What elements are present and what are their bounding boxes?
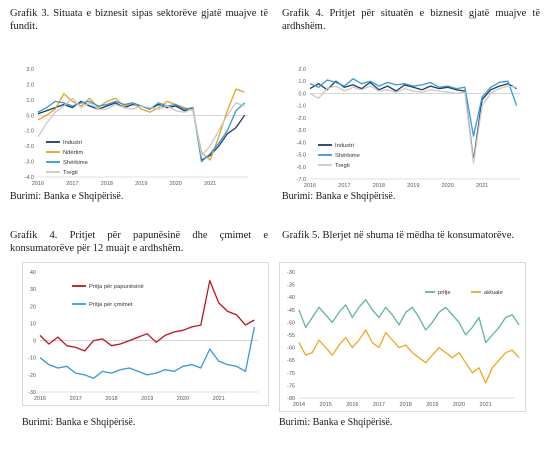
y-tick-label: -7.0 <box>297 177 306 183</box>
x-tick-label: 2016 <box>34 396 46 402</box>
x-tick-label: 2021 <box>213 396 225 402</box>
legend-label: Shërbime <box>335 153 360 159</box>
y-tick-label: -5.0 <box>297 153 306 159</box>
x-tick-label: 2016 <box>346 402 358 408</box>
x-tick-label: 2017 <box>373 402 385 408</box>
x-tick-label: 2021 <box>476 183 488 189</box>
x-tick-label: 2019 <box>135 181 147 187</box>
chart-caption-g4a: Grafik 4. Pritjet për situatën e biznesi… <box>282 8 540 32</box>
source-note-g3: Burimi: Banka e Shqipërisë. <box>10 191 124 202</box>
y-tick-label: -65 <box>287 358 295 364</box>
y-tick-label: 10 <box>30 321 36 327</box>
x-tick-label: 2018 <box>101 181 113 187</box>
x-tick-label: 2018 <box>105 396 117 402</box>
source-note-g5: Burimi: Banka e Shqipërisë. <box>279 417 393 428</box>
y-tick-label: -20 <box>28 373 36 379</box>
y-tick-label: -80 <box>287 396 295 402</box>
series-line-3 <box>309 85 517 164</box>
x-tick-label: 2016 <box>32 181 44 187</box>
x-tick-label: 2017 <box>66 181 78 187</box>
x-tick-label: 2020 <box>177 396 189 402</box>
x-tick-label: 2014 <box>293 402 305 408</box>
x-tick-label: 2020 <box>442 183 454 189</box>
x-tick-label: 2015 <box>320 402 332 408</box>
y-tick-label: 2.0 <box>298 67 306 73</box>
legend-label: Shërbime <box>63 160 88 166</box>
y-tick-label: 2.0 <box>26 82 34 88</box>
y-tick-label: 40 <box>30 270 36 276</box>
legend-label: Tregti <box>63 170 78 176</box>
x-tick-label: 2018 <box>373 183 385 189</box>
y-tick-label: -60 <box>287 346 295 352</box>
x-tick-label: 2016 <box>304 183 316 189</box>
legend-label: Pritja për çmimet <box>89 302 133 308</box>
y-tick-label: 0.0 <box>26 113 34 119</box>
legend-label: Ndërtim <box>63 150 83 156</box>
y-tick-label: -45 <box>287 308 295 314</box>
y-tick-label: -2.0 <box>297 116 306 122</box>
x-tick-label: 2018 <box>400 402 412 408</box>
y-tick-label: -30 <box>287 270 295 276</box>
y-tick-label: -10 <box>28 356 36 362</box>
series-line-1 <box>39 279 255 352</box>
series-line-2 <box>309 78 518 137</box>
source-note-g4b: Burimi: Banka e Shqipërisë. <box>22 417 136 428</box>
y-tick-label: 3.0 <box>26 67 34 73</box>
legend-label: Pritja për papunësinë <box>89 284 144 290</box>
legend-label: Tregti <box>335 163 350 169</box>
chart-caption-g5: Grafik 5. Blerjet në shuma të mëdha të k… <box>282 230 515 241</box>
x-tick-label: 2017 <box>70 396 82 402</box>
x-tick-label: 2021 <box>480 402 492 408</box>
legend-label: Industri <box>63 140 82 146</box>
x-tick-label: 2019 <box>426 402 438 408</box>
y-tick-label: 30 <box>30 287 36 293</box>
chart-caption-g4b: Grafik 4. Pritjet për papunësinë dhe çmi… <box>10 230 268 254</box>
y-tick-label: -55 <box>287 333 295 339</box>
y-tick-label: 1.0 <box>298 79 306 85</box>
x-tick-label: 2017 <box>338 183 350 189</box>
y-tick-label: -4.0 <box>297 140 306 146</box>
y-tick-label: -50 <box>287 320 295 326</box>
source-note-g4a: Burimi: Banka e Shqipërisë. <box>282 191 396 202</box>
series-line-2 <box>298 329 520 384</box>
y-tick-label: 20 <box>30 304 36 310</box>
chart-g4a: 2.01.00.0-1.0-2.0-3.0-4.0-5.0-6.0-7.0201… <box>297 67 520 189</box>
y-tick-label: -6.0 <box>297 165 306 171</box>
y-tick-label: 0 <box>33 339 36 345</box>
series-line-2 <box>37 88 245 161</box>
chart-caption-g3: Grafik 3. Situata e biznesit sipas sekto… <box>10 8 268 32</box>
y-tick-label: 1.0 <box>26 98 34 104</box>
y-tick-label: -1.0 <box>25 129 34 135</box>
x-tick-label: 2019 <box>141 396 153 402</box>
legend-label: pritje <box>438 290 451 296</box>
series-line-2 <box>39 326 256 379</box>
y-tick-label: -3.0 <box>297 128 306 134</box>
x-tick-label: 2019 <box>407 183 419 189</box>
series-line-4 <box>37 97 245 157</box>
y-tick-label: -35 <box>287 283 295 289</box>
y-tick-label: -30 <box>28 390 36 396</box>
legend-label: aktuale <box>484 290 503 296</box>
x-tick-label: 2020 <box>453 402 465 408</box>
legend-label: Industri <box>335 143 354 149</box>
y-tick-label: -2.0 <box>25 144 34 150</box>
series-line-1 <box>298 299 520 344</box>
x-tick-label: 2021 <box>204 181 216 187</box>
y-tick-label: -3.0 <box>25 160 34 166</box>
y-tick-label: -40 <box>287 295 295 301</box>
y-tick-label: -1.0 <box>297 104 306 110</box>
x-tick-label: 2020 <box>170 181 182 187</box>
y-tick-label: -75 <box>287 383 295 389</box>
y-tick-label: 0.0 <box>298 91 306 97</box>
y-tick-label: -4.0 <box>25 175 34 181</box>
y-tick-label: -70 <box>287 371 295 377</box>
